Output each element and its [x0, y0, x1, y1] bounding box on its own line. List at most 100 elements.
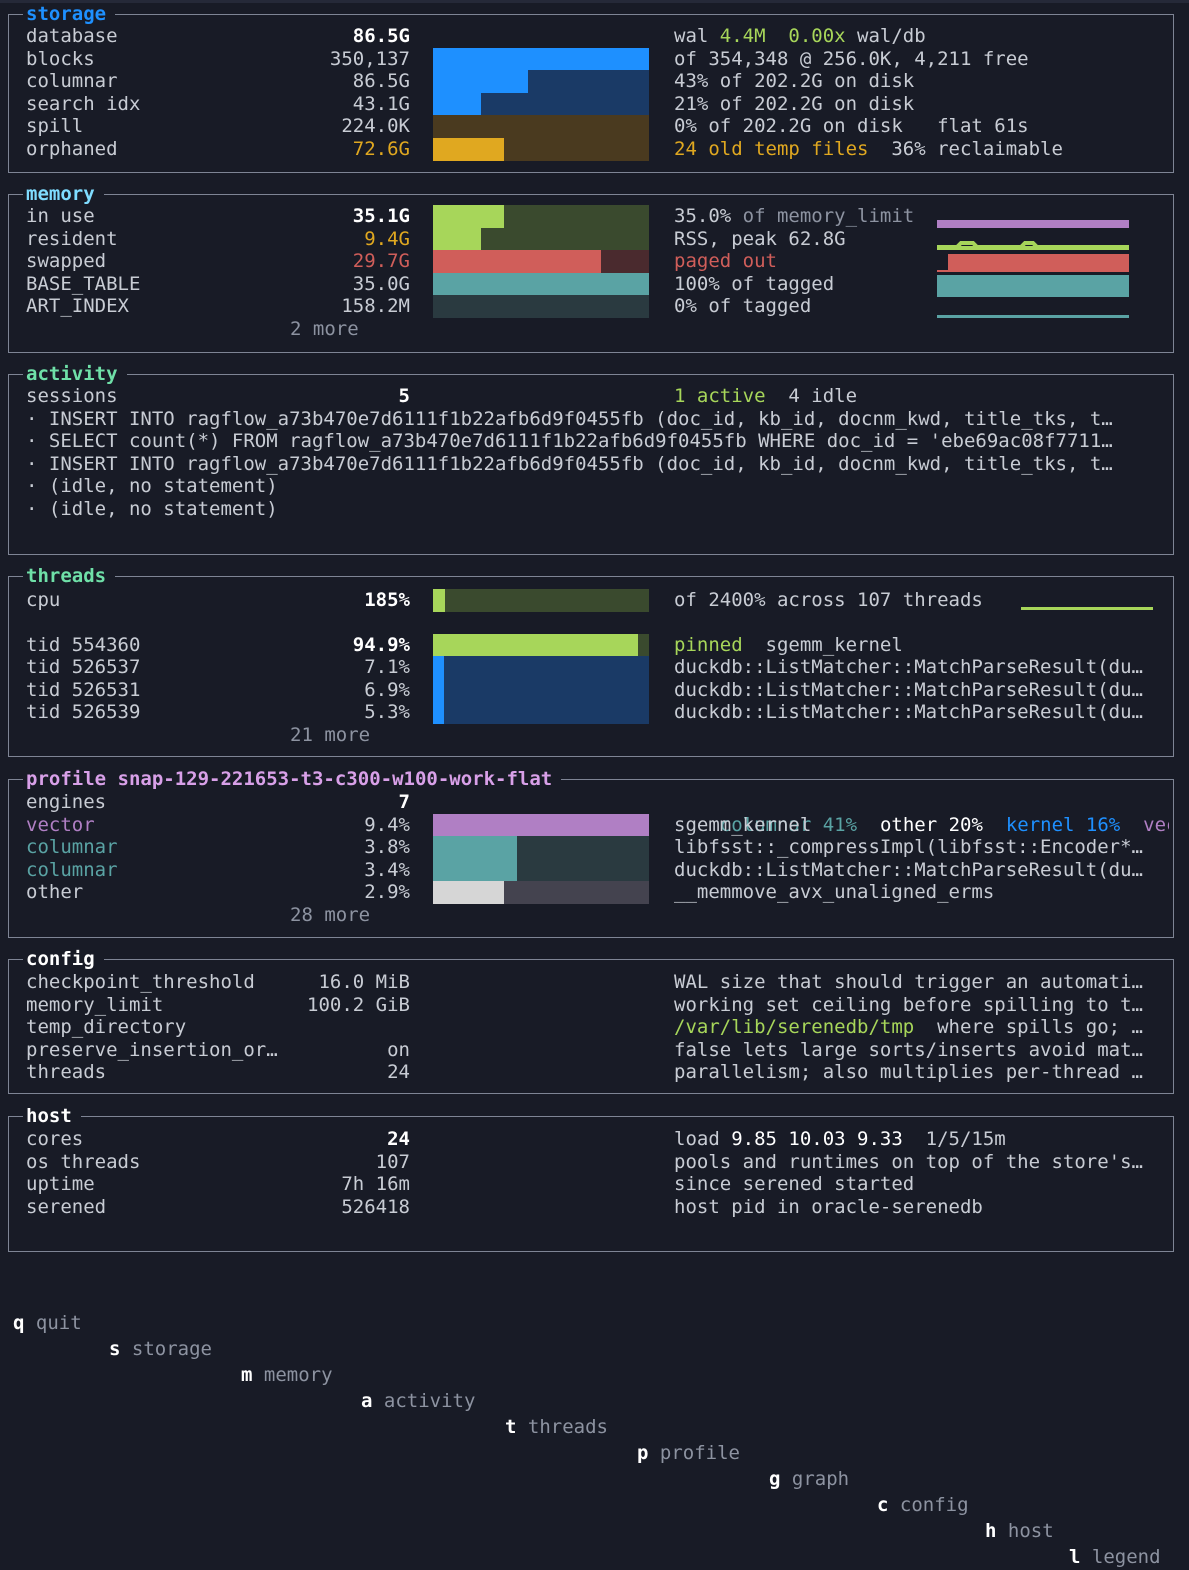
storage-bar-columnar — [433, 70, 649, 93]
host-label-cores: cores — [26, 1128, 84, 1150]
memory-info-in-use: 35.0% of memory_limit — [674, 205, 915, 227]
spark-teal — [937, 275, 1129, 297]
threads-cpu-sparkline — [1021, 607, 1153, 610]
memory-bar-in-use — [433, 205, 649, 228]
key-config[interactable]: c config — [877, 1494, 969, 1516]
memory-label-swapped: swapped — [26, 250, 107, 272]
thread-tid-value: 5.3% — [364, 701, 410, 723]
config-key[interactable]: checkpoint_threshold — [26, 971, 255, 993]
thread-tid-label[interactable]: tid 526537 — [26, 656, 141, 678]
spark-teal-line — [937, 315, 1129, 318]
thread-tid-label[interactable]: tid 526539 — [26, 701, 141, 723]
profile-more: 28 more — [290, 904, 371, 926]
key-activity[interactable]: a activity — [361, 1390, 476, 1412]
thread-tid-bar-fill — [433, 656, 444, 679]
thread-tid-info: pinned sgemm_kernel — [674, 634, 903, 656]
storage-bar-blocks — [433, 48, 649, 71]
thread-tid-bar-fill — [433, 634, 638, 657]
top-border — [0, 0, 1189, 3]
activity-statement[interactable]: · INSERT INTO ragflow_a73b470e7d6111f1b2… — [26, 453, 1113, 475]
config-desc: working set ceiling before spilling to t… — [674, 994, 1143, 1016]
key-graph[interactable]: g graph — [769, 1468, 850, 1490]
profile-value-vector: 9.4% — [364, 814, 410, 836]
thread-tid-info: duckdb::ListMatcher::MatchParseResult(du… — [674, 679, 1143, 701]
thread-tid-label[interactable]: tid 554360 — [26, 634, 141, 656]
config-value: on — [387, 1039, 410, 1061]
thread-tid-value: 7.1% — [364, 656, 410, 678]
key-storage[interactable]: s storage — [109, 1338, 212, 1360]
thread-tid-info: duckdb::ListMatcher::MatchParseResult(du… — [674, 656, 1143, 678]
storage-panel: storage database 86.5G wal 4.4M 0.00x wa… — [8, 3, 1174, 173]
key-legend[interactable]: l legend — [1069, 1546, 1161, 1568]
memory-label-in-use: in use — [26, 205, 95, 227]
memory-bar-art-index — [433, 295, 649, 318]
key-host[interactable]: h host — [985, 1520, 1054, 1542]
config-key[interactable]: threads — [26, 1061, 107, 1083]
thread-tid-bar — [433, 656, 649, 679]
memory-label-art-index: ART_INDEX — [26, 295, 129, 317]
key-quit[interactable]: q quit — [13, 1312, 82, 1334]
profile-label-vector: vector — [26, 814, 95, 836]
storage-label-database: database — [26, 25, 118, 47]
activity-statement[interactable]: · (idle, no statement) — [26, 475, 278, 497]
memory-bar-swapped — [433, 250, 649, 273]
threads-panel: threads cpu 185% of 2400% across 107 thr… — [8, 565, 1174, 757]
threads-cpu-value: 185% — [364, 589, 410, 611]
host-info-load: load 9.85 10.03 9.33 1/5/15m — [674, 1128, 1006, 1150]
memory-bar-resident-fill — [433, 228, 481, 251]
thread-tid-value: 6.9% — [364, 679, 410, 701]
keybinding-footer: q quit s storage m memory a activity t t… — [0, 1284, 1189, 1568]
storage-bar-blocks-fill — [433, 48, 649, 71]
activity-statement[interactable]: · INSERT INTO ragflow_a73b470e7d6111f1b2… — [26, 408, 1113, 430]
storage-info-columnar: 43% of 202.2G on disk — [674, 70, 915, 92]
memory-value-resident: 9.4G — [364, 228, 410, 250]
config-desc: WAL size that should trigger an automati… — [674, 971, 1143, 993]
host-info-os-threads: pools and runtimes on top of the store's… — [674, 1151, 1143, 1173]
thread-tid-label[interactable]: tid 526531 — [26, 679, 141, 701]
storage-info-blocks: of 354,348 @ 256.0K, 4,211 free — [674, 48, 1029, 70]
storage-bar-search-idx-fill — [433, 93, 481, 116]
config-key[interactable]: temp_directory — [26, 1016, 187, 1038]
thread-tid-info: duckdb::ListMatcher::MatchParseResult(du… — [674, 701, 1143, 723]
profile-value-columnar: 3.8% — [364, 836, 410, 858]
threads-cpu-bar — [433, 589, 649, 612]
host-label-uptime: uptime — [26, 1173, 95, 1195]
memory-info-resident: RSS, peak 62.8G — [674, 228, 846, 250]
activity-sessions-label: sessions — [26, 385, 118, 407]
key-threads[interactable]: t threads — [505, 1416, 608, 1438]
thread-tid-value: 94.9% — [352, 634, 410, 656]
storage-value-columnar: 86.5G — [352, 70, 410, 92]
activity-panel: activity sessions 5 1 active 4 idle · IN… — [8, 363, 1174, 555]
memory-value-in-use: 35.1G — [352, 205, 410, 227]
memory-info-art-index: 0% of tagged — [674, 295, 812, 317]
activity-statement[interactable]: · (idle, no statement) — [26, 498, 278, 520]
activity-title: activity — [23, 363, 127, 385]
config-title: config — [23, 948, 104, 970]
memory-title: memory — [23, 183, 104, 205]
config-key[interactable]: preserve_insertion_or… — [26, 1039, 278, 1061]
memory-bar-swapped-fill — [433, 250, 602, 273]
profile-label-other: other — [26, 881, 84, 903]
config-value: 24 — [387, 1061, 410, 1083]
storage-value-search-idx: 43.1G — [352, 93, 410, 115]
profile-bar-vector — [433, 814, 649, 837]
storage-bar-search-idx — [433, 93, 649, 116]
storage-title: storage — [23, 3, 116, 25]
threads-cpu-bar-fill — [433, 589, 445, 612]
thread-tid-bar — [433, 634, 649, 657]
spark-red-edge — [937, 254, 950, 272]
storage-bar-orphaned-fill — [433, 138, 505, 161]
activity-statement[interactable]: · SELECT count(*) FROM ragflow_a73b470e7… — [26, 430, 1113, 452]
storage-value-blocks: 350,137 — [329, 48, 410, 70]
config-key[interactable]: memory_limit — [26, 994, 164, 1016]
storage-label-orphaned: orphaned — [26, 138, 118, 160]
thread-tid-bar — [433, 701, 649, 724]
key-memory[interactable]: m memory — [241, 1364, 333, 1386]
memory-label-resident: resident — [26, 228, 118, 250]
config-desc: false lets large sorts/inserts avoid mat… — [674, 1039, 1143, 1061]
config-panel: config checkpoint_threshold 16.0 MiB WAL… — [8, 948, 1174, 1094]
key-profile[interactable]: p profile — [637, 1442, 740, 1464]
host-value-cores: 24 — [387, 1128, 410, 1150]
storage-label-blocks: blocks — [26, 48, 95, 70]
threads-cpu-label: cpu — [26, 589, 61, 611]
